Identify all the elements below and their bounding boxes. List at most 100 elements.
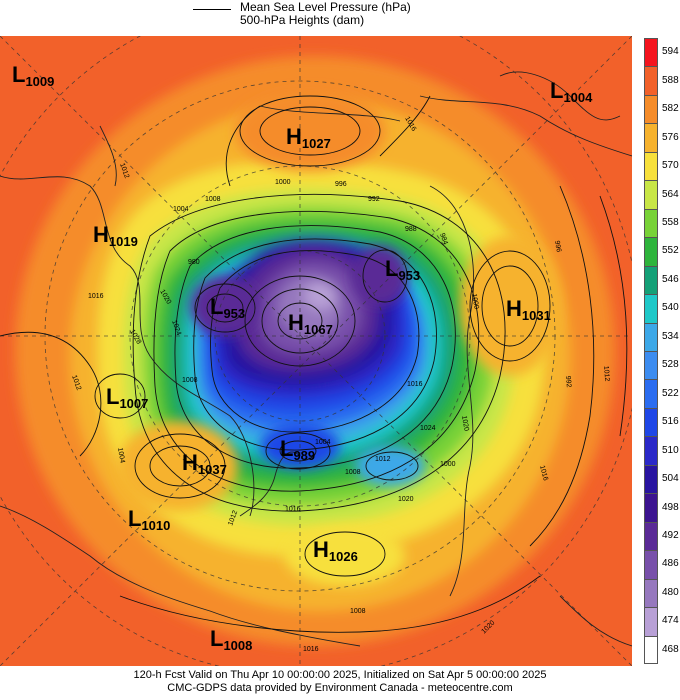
scale-label: 588	[662, 74, 679, 86]
isobar-label: 1020	[460, 415, 470, 432]
isobar-label: 1016	[303, 646, 319, 653]
pressure-center-high: H1037	[182, 450, 227, 477]
scale-label: 486	[662, 558, 679, 570]
isobar-labels: 1016 1012 1008 1004 1000 996 992 988 984…	[70, 116, 610, 654]
isobar-label: 1000	[440, 461, 456, 468]
center-letter: L	[12, 62, 25, 87]
scale-label: 540	[662, 302, 679, 314]
pressure-center-low: L989	[280, 436, 315, 463]
scale-frame	[644, 38, 658, 664]
pressure-center-low: L1008	[210, 626, 252, 653]
pressure-center-high: H1019	[93, 222, 138, 249]
scale-swatch	[644, 607, 658, 636]
ridge-south	[285, 526, 405, 586]
center-value: 1009	[25, 74, 54, 89]
scale-swatch	[644, 407, 658, 437]
isobar-label: 1000	[275, 179, 291, 186]
scale-label: 474	[662, 615, 679, 627]
pressure-center-high: H1031	[506, 296, 551, 323]
map-header: Mean Sea Level Pressure (hPa) 500-hPa He…	[0, 0, 680, 36]
lobe-southeast	[355, 446, 425, 486]
isobar-label: 1016	[538, 465, 549, 482]
scale-label: 582	[662, 103, 679, 115]
pressure-center-low: L1009	[12, 62, 54, 89]
scale-swatch	[644, 66, 658, 95]
scale-label: 534	[662, 330, 679, 342]
isobars	[0, 95, 628, 633]
mslp-legend-label: Mean Sea Level Pressure (hPa)	[240, 0, 411, 14]
scale-swatch	[644, 294, 658, 323]
isobar-label: 996	[335, 181, 347, 188]
mslp-legend-line	[193, 9, 231, 10]
scale-label: 576	[662, 131, 679, 143]
isobar-label: 984	[438, 232, 449, 245]
scale-swatch	[644, 379, 658, 408]
data-credit: CMC-GDPS data provided by Environment Ca…	[167, 682, 513, 694]
isobar-label: 1024	[420, 425, 436, 432]
scale-swatch	[644, 180, 658, 209]
scale-label: 570	[662, 160, 679, 172]
isobar-label: 992	[368, 196, 380, 203]
scale-swatch	[644, 578, 658, 608]
isobar-label: 980	[188, 259, 200, 266]
scale-swatch	[644, 550, 658, 579]
scale-label: 480	[662, 586, 679, 598]
isobar-label: 992	[564, 376, 572, 388]
isobar-label: 1012	[118, 162, 130, 179]
ridge-east	[460, 236, 560, 376]
pressure-center-high: H1067	[288, 310, 333, 337]
graticule	[0, 36, 632, 666]
isobar-label: 1012	[602, 366, 610, 382]
scale-label: 468	[662, 643, 679, 655]
isobar-label: 1012	[227, 510, 239, 527]
isobar-label: 1012	[375, 456, 391, 463]
scale-label: 492	[662, 529, 679, 541]
scale-swatch	[644, 436, 658, 465]
scale-swatch	[644, 322, 658, 351]
pressure-center-low: L953	[210, 294, 245, 321]
isobar-label: 1008	[182, 377, 198, 384]
isobar-label: 996	[553, 240, 562, 253]
scale-label: 552	[662, 245, 679, 257]
pressure-center-high: H1026	[313, 537, 358, 564]
pressure-center-low: L1004	[550, 78, 593, 105]
scale-swatch	[644, 265, 658, 295]
scale-swatch	[644, 351, 658, 380]
isobar-label: 1004	[315, 439, 331, 446]
scale-swatch	[644, 208, 658, 238]
ridge-north	[235, 91, 385, 171]
isobar-label: 1004	[116, 447, 126, 464]
isobar-label: 1024	[170, 319, 182, 336]
lobe-east	[352, 246, 408, 306]
isobar-label: 1008	[350, 608, 366, 615]
scale-label: 498	[662, 501, 679, 513]
scale-label: 528	[662, 359, 679, 371]
isobar-label: 1016	[407, 381, 423, 388]
scale-label: 546	[662, 273, 679, 285]
isobar-label: 1016	[285, 506, 301, 513]
pressure-center-low: L1010	[128, 506, 170, 533]
isobar-label: 1020	[398, 496, 414, 503]
scale-swatch	[644, 493, 658, 522]
scale-label: 558	[662, 216, 679, 228]
scale-swatch	[644, 94, 658, 124]
scale-label: 516	[662, 416, 679, 428]
scale-label: 510	[662, 444, 679, 456]
pressure-center-high: H1027	[286, 124, 331, 151]
scale-swatch	[644, 123, 658, 152]
pressure-center-low: L953	[385, 256, 420, 283]
isobar-label: 1008	[345, 469, 361, 476]
isobar-label: 1008	[205, 196, 221, 203]
map-footer: 120-h Fcst Valid on Thu Apr 10 00:00:00 …	[0, 669, 680, 695]
lobe-west	[190, 276, 260, 336]
scale-label: 564	[662, 188, 679, 200]
scale-swatch	[644, 464, 658, 494]
scale-label: 522	[662, 387, 679, 399]
heights-legend-label: 500-hPa Heights (dam)	[240, 13, 365, 27]
height-field	[0, 36, 632, 666]
weather-map: 1016 1012 1008 1004 1000 996 992 988 984…	[0, 36, 632, 666]
scale-label: 594	[662, 46, 679, 58]
band-474	[304, 282, 336, 310]
pressure-centers: L1009 H1027 L1004 H1019 L953 H1067 L953 …	[12, 62, 593, 653]
isobar-label: 1016	[88, 293, 104, 300]
